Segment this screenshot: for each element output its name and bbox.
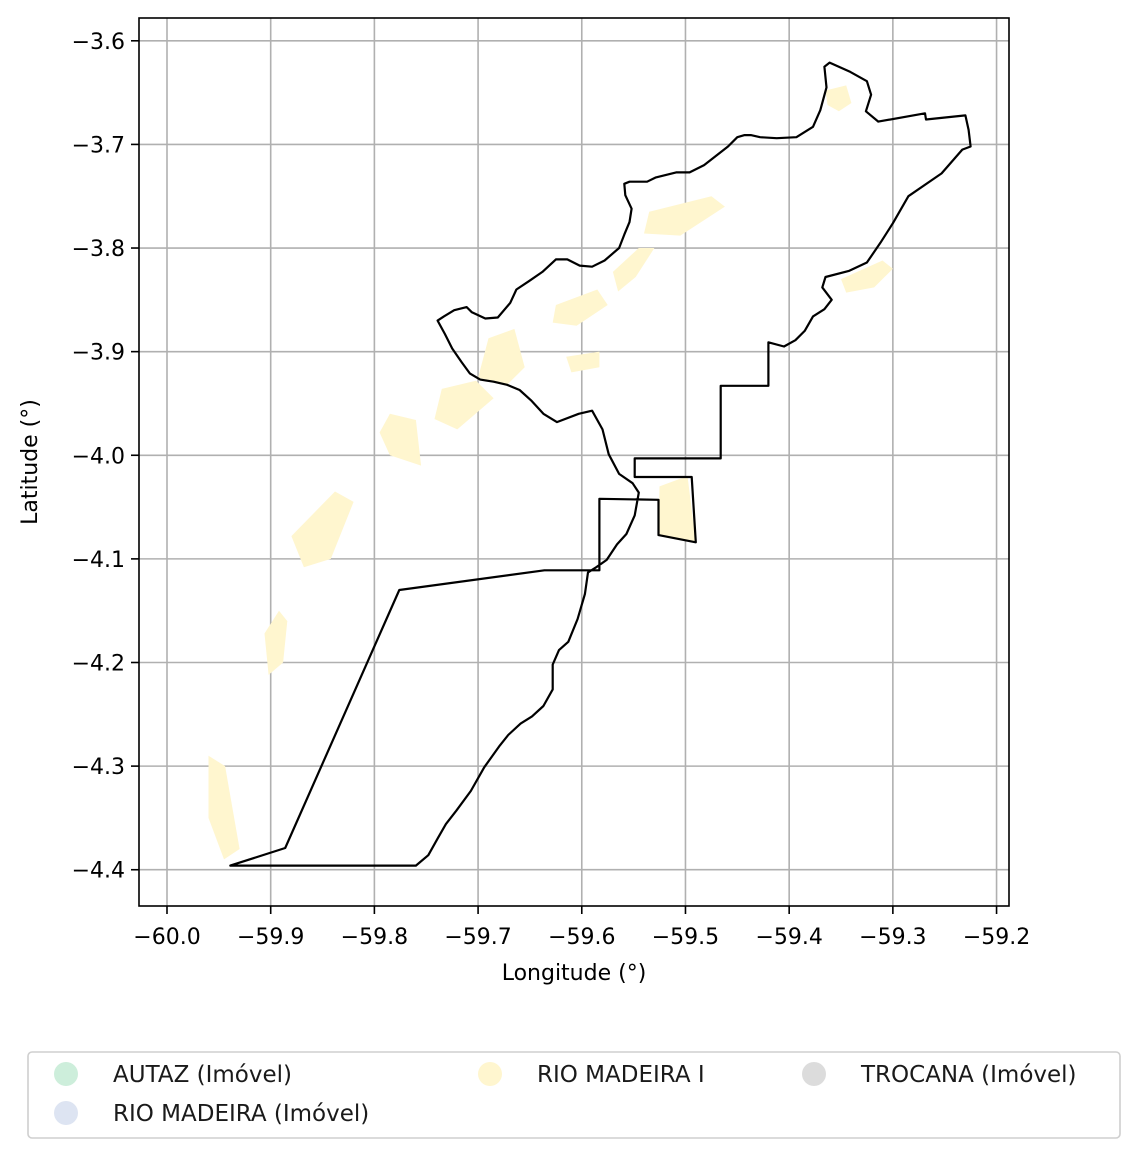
legend-label: AUTAZ (Imóvel) <box>113 1062 292 1088</box>
y-tick-label: −3.7 <box>72 133 125 158</box>
rio-madeira-i-area <box>208 755 240 860</box>
rio-madeira-i-area <box>552 289 608 326</box>
y-tick-label: −4.3 <box>72 755 125 780</box>
y-tick-label: −3.6 <box>72 30 125 55</box>
x-tick-label: −59.8 <box>341 925 408 950</box>
x-tick-label: −59.4 <box>755 925 822 950</box>
x-tick-label: −60.0 <box>133 925 200 950</box>
y-tick-label: −3.8 <box>72 237 125 262</box>
x-tick-label: −59.7 <box>444 925 511 950</box>
rio-madeira-i-area <box>264 610 288 675</box>
legend-label: RIO MADEIRA I <box>537 1062 705 1088</box>
rio-madeira-i-area <box>612 248 655 292</box>
rio-madeira-i-area <box>478 328 525 385</box>
legend-frame <box>27 1051 1121 1139</box>
x-tick-label: −59.6 <box>548 925 615 950</box>
legend-label: RIO MADEIRA (Imóvel) <box>113 1101 369 1127</box>
legend-marker <box>478 1062 502 1086</box>
rio-madeira-i-area <box>434 380 494 430</box>
x-tick-label: −59.5 <box>652 925 719 950</box>
rio-madeira-i-area <box>658 476 696 543</box>
rio-madeira-i-area <box>841 260 893 293</box>
legend-label: TROCANA (Imóvel) <box>860 1062 1077 1088</box>
x-tick-label: −59.9 <box>237 925 304 950</box>
legend: AUTAZ (Imóvel) RIO MADEIRA (Imóvel) RIO MA… <box>27 1051 1121 1139</box>
y-tick-label: −4.0 <box>72 444 125 469</box>
rio-madeira-i-area <box>566 351 600 373</box>
y-tick-label: −4.4 <box>72 859 125 884</box>
x-tick-label: −59.2 <box>963 925 1030 950</box>
y-tick-label: −4.2 <box>72 651 125 676</box>
y-tick-label: −4.1 <box>72 548 125 573</box>
legend-marker <box>54 1062 78 1086</box>
y-tick-label: −3.9 <box>72 341 125 366</box>
rio-madeira-i-areas <box>208 85 893 860</box>
legend-marker <box>802 1062 826 1086</box>
legend-marker <box>54 1101 78 1125</box>
rio-madeira-i-area <box>379 413 422 466</box>
rio-madeira-i-area <box>644 196 725 236</box>
x-tick-label: −59.3 <box>859 925 926 950</box>
plot-frame <box>138 17 1010 907</box>
rio-madeira-i-area <box>825 85 852 112</box>
axis-ticks: −60.0 −59.9 −59.8 −59.7 −59.6 −59.5 −59.4 −59.3… <box>72 30 1031 950</box>
property-boundary-outline <box>229 61 972 867</box>
rio-madeira-i-area <box>291 491 354 568</box>
y-axis-label: Latitude (°) <box>18 399 43 525</box>
x-axis-label: Longitude (°) <box>502 961 647 986</box>
gridlines <box>139 18 1009 906</box>
